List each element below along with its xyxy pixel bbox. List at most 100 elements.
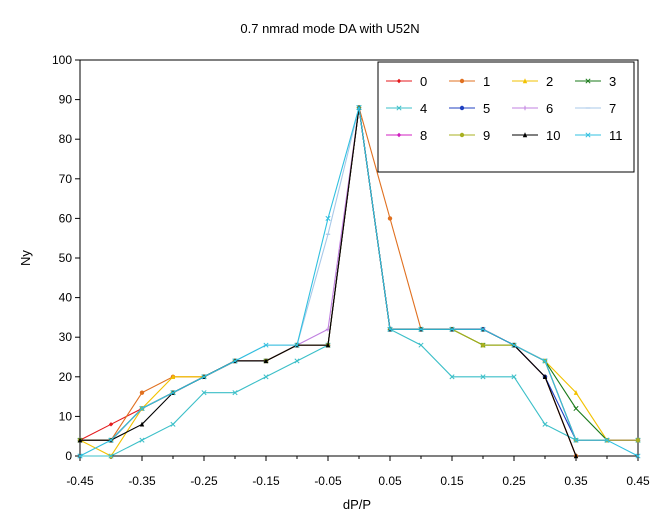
legend-marker <box>459 78 465 84</box>
series-6-point <box>325 327 331 332</box>
series-4-point <box>108 453 114 459</box>
series-11-point <box>635 453 641 459</box>
series-0-point <box>108 422 114 427</box>
y-tick-label: 20 <box>59 370 73 384</box>
series-1-point <box>387 216 393 221</box>
legend-marker <box>585 132 591 138</box>
series-10-point <box>139 421 145 427</box>
legend-label: 3 <box>609 74 616 89</box>
series-11-point <box>604 437 610 443</box>
x-tick-label: 0.05 <box>378 474 402 488</box>
series-4-point <box>511 374 517 380</box>
x-tick-label: -0.35 <box>128 474 156 488</box>
legend-label: 7 <box>609 101 616 116</box>
y-tick-label: 100 <box>52 53 72 67</box>
x-tick-label: -0.05 <box>314 474 342 488</box>
series-2-point <box>170 374 176 379</box>
x-tick-label: -0.45 <box>66 474 94 488</box>
y-tick-label: 50 <box>59 251 73 265</box>
x-tick-label: -0.25 <box>190 474 218 488</box>
series-10-point <box>573 453 579 459</box>
series-4-point <box>294 358 300 364</box>
legend-item-7: 7 <box>575 101 616 116</box>
series-10-point <box>77 437 83 443</box>
series-11-point <box>232 358 238 364</box>
legend-item-8: 8 <box>386 128 427 143</box>
legend-marker <box>522 132 528 138</box>
legend-label: 6 <box>546 101 553 116</box>
x-axis: -0.45 -0.35 -0.25 -0.15 -0.05 0.05 0.15 0.25 0.3… <box>66 456 650 488</box>
legend-marker <box>522 105 528 111</box>
legend-label: 9 <box>483 128 490 143</box>
legend-item-1: 1 <box>449 74 490 89</box>
series-11-point <box>108 437 114 443</box>
legend-marker <box>396 105 402 111</box>
legend-item-6: 6 <box>512 101 553 116</box>
x-tick-label: 0.35 <box>564 474 588 488</box>
series-9-point <box>635 437 641 443</box>
y-tick-label: 70 <box>59 172 73 186</box>
y-tick-label: 90 <box>59 93 73 107</box>
series-4-point <box>418 342 424 348</box>
series-11-point <box>139 405 145 412</box>
y-axis: 0 10 20 30 40 50 60 70 80 90 100 <box>52 53 80 463</box>
x-tick-label: -0.15 <box>252 474 280 488</box>
legend-item-2: 2 <box>512 74 553 89</box>
x-tick-label: 0.45 <box>626 474 650 488</box>
legend-label: 11 <box>609 128 623 143</box>
series-11-point <box>480 326 486 332</box>
legend-item-10: 10 <box>512 128 560 143</box>
series-11-point <box>170 390 176 396</box>
legend-marker <box>459 132 465 138</box>
x-axis-label: dP/P <box>343 497 371 512</box>
series-10-point <box>263 358 269 364</box>
series-11-point <box>356 104 362 111</box>
legend-marker <box>522 78 528 84</box>
y-tick-label: 60 <box>59 211 73 225</box>
legend-marker <box>396 132 402 138</box>
legend-item-3: 3 <box>575 74 616 89</box>
legend-item-5: 5 <box>449 101 490 116</box>
series-4-point <box>542 421 548 427</box>
series-11-point <box>511 342 517 348</box>
legend: 0 1 2 3 4 5 6 7 8 9 10 11 <box>377 61 635 173</box>
series-4-point <box>449 374 455 380</box>
legend-label: 2 <box>546 74 553 89</box>
series-4-point <box>170 421 176 427</box>
legend-label: 4 <box>420 101 427 116</box>
series-11-point <box>294 342 300 348</box>
series-4-point <box>232 390 238 396</box>
legend-item-0: 0 <box>386 74 427 89</box>
x-tick-label: 0.15 <box>440 474 464 488</box>
series-11-point <box>542 358 548 364</box>
legend-label: 10 <box>546 128 560 143</box>
legend-label: 5 <box>483 101 490 116</box>
series-layer <box>77 104 641 459</box>
x-tick-label: 0.25 <box>502 474 526 488</box>
series-4-point <box>263 374 269 380</box>
legend-item-11: 11 <box>575 128 623 143</box>
series-10-point <box>325 342 331 348</box>
series-4-point <box>139 437 145 443</box>
y-tick-label: 0 <box>65 449 72 463</box>
series-11-point <box>325 215 331 221</box>
legend-label: 8 <box>420 128 427 143</box>
series-11-point <box>449 326 455 332</box>
series-11-point <box>418 326 424 332</box>
y-tick-label: 40 <box>59 291 73 305</box>
legend-label: 0 <box>420 74 427 89</box>
series-10-point <box>542 374 548 379</box>
series-11-point <box>573 437 579 443</box>
series-11-point <box>77 453 83 459</box>
legend-frame <box>377 61 635 173</box>
legend-marker <box>396 78 402 84</box>
series-3-point <box>573 405 579 412</box>
y-tick-label: 30 <box>59 330 73 344</box>
series-2-point <box>573 389 579 395</box>
series-4-point <box>480 374 486 380</box>
y-tick-label: 10 <box>59 409 73 423</box>
series-11-point <box>201 374 207 380</box>
legend-item-4: 4 <box>386 101 427 116</box>
legend-marker <box>459 105 465 111</box>
